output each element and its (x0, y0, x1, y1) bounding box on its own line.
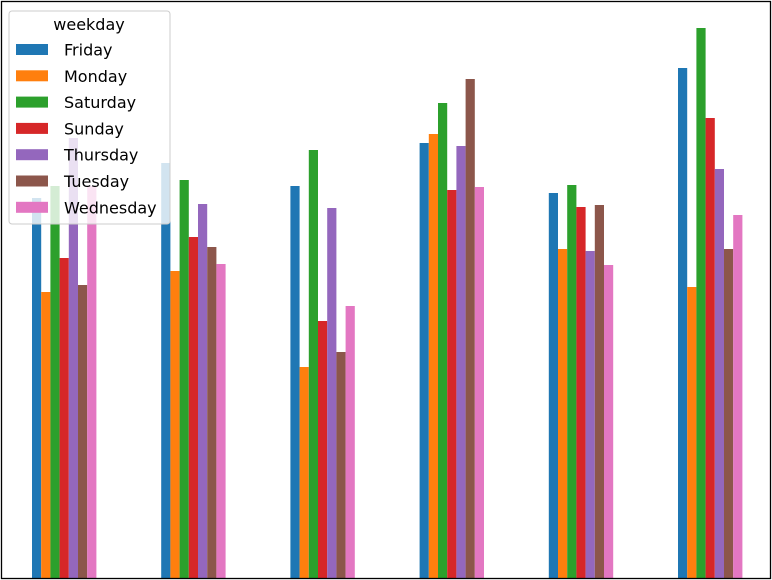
legend-label-monday: Monday (64, 67, 127, 86)
bar-wednesday-group-4 (474, 187, 484, 578)
bar-sunday-group-2 (188, 237, 198, 578)
bar-monday-group-6 (687, 287, 697, 578)
bar-saturday-group-4 (438, 103, 448, 578)
bar-sunday-group-4 (447, 190, 457, 578)
bar-thursday-group-1 (68, 138, 78, 578)
bar-tuesday-group-3 (336, 352, 346, 578)
legend-swatch-friday (16, 44, 48, 55)
legend-swatch-thursday (16, 149, 48, 161)
legend: weekday Friday Monday Saturday Sunday Thursd… (8, 10, 171, 225)
legend-swatch-saturday (16, 96, 48, 108)
bar-sunday-group-1 (59, 258, 69, 578)
bar-thursday-group-4 (456, 146, 466, 578)
bar-wednesday-group-2 (216, 264, 226, 578)
bar-wednesday-group-6 (733, 215, 743, 578)
bar-saturday-group-2 (179, 180, 189, 578)
legend-box (8, 10, 171, 225)
legend-swatch-sunday (16, 122, 48, 134)
bar-wednesday-group-5 (604, 265, 614, 578)
legend-label-friday: Friday (64, 41, 113, 60)
bar-monday-group-1 (41, 292, 51, 578)
bar-thursday-group-2 (198, 204, 208, 578)
legend-label-saturday: Saturday (64, 93, 136, 112)
bar-tuesday-group-1 (78, 285, 88, 578)
bar-tuesday-group-2 (207, 247, 217, 578)
legend-label-wednesday: Wednesday (64, 198, 157, 217)
bars-group (32, 28, 743, 578)
bar-friday-group-1 (32, 198, 42, 578)
bar-saturday-group-1 (50, 186, 60, 578)
bar-friday-group-2 (161, 163, 171, 578)
bar-thursday-group-6 (714, 169, 724, 578)
legend-label-tuesday: Tuesday (63, 172, 129, 191)
bar-saturday-group-3 (308, 150, 318, 578)
bar-sunday-group-3 (318, 321, 328, 578)
legend-swatch-wednesday (16, 201, 48, 213)
legend-label-sunday: Sunday (64, 119, 124, 138)
legend-label-thursday: Thursday (63, 146, 138, 165)
bar-monday-group-4 (428, 134, 438, 578)
bar-monday-group-3 (299, 367, 309, 578)
legend-swatch-monday (16, 70, 48, 82)
bar-tuesday-group-4 (465, 79, 475, 578)
bar-thursday-group-5 (585, 251, 595, 578)
bar-tuesday-group-5 (594, 205, 604, 578)
bar-monday-group-5 (558, 249, 568, 578)
legend-swatch-tuesday (16, 175, 48, 187)
bar-friday-group-5 (548, 193, 558, 578)
bar-wednesday-group-1 (87, 186, 97, 578)
bar-saturday-group-6 (696, 28, 706, 578)
bar-wednesday-group-3 (345, 306, 355, 578)
bar-friday-group-6 (678, 68, 688, 578)
bar-saturday-group-5 (567, 185, 577, 578)
bar-friday-group-3 (290, 186, 300, 578)
bar-monday-group-2 (170, 271, 180, 578)
bar-friday-group-4 (419, 143, 429, 578)
bar-sunday-group-5 (576, 207, 586, 578)
bar-sunday-group-6 (705, 118, 715, 578)
legend-title: weekday (53, 15, 124, 34)
bar-tuesday-group-6 (724, 249, 734, 578)
bar-thursday-group-3 (327, 208, 337, 578)
legend-items: Friday Monday Saturday Sunday Thursday Tuesda… (16, 41, 157, 217)
